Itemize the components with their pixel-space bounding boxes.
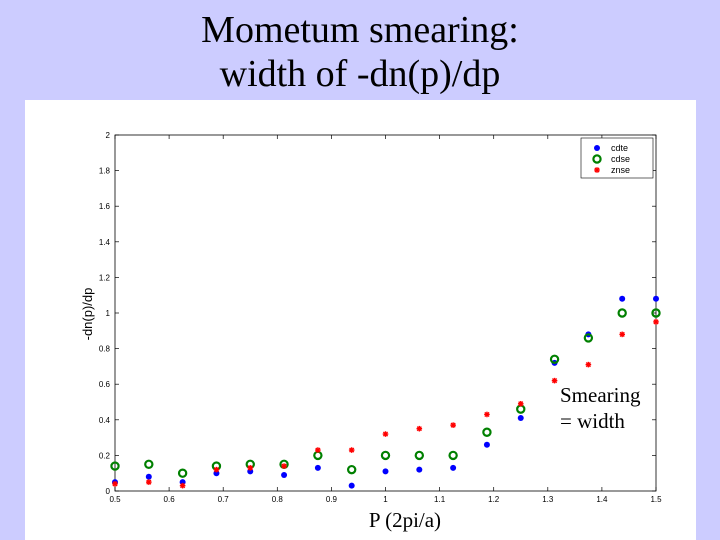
- smearing-annotation: Smearing = width: [560, 382, 660, 434]
- cdte-point: [145, 473, 152, 480]
- x-tick-label: 1.5: [650, 495, 662, 504]
- x-tick-label: 0.6: [164, 495, 176, 504]
- legend-marker-cdse: [592, 154, 602, 164]
- cdse-point: [482, 427, 492, 437]
- y-tick-label: 1.4: [99, 238, 111, 247]
- cdte-point: [653, 295, 659, 302]
- cdte-point: [619, 295, 626, 302]
- znse-point: [585, 361, 592, 368]
- cdte-point: [382, 468, 389, 475]
- slide-title-line-1: Mometum smearing:: [201, 9, 519, 51]
- znse-point: [281, 463, 287, 469]
- znse-point: [517, 400, 524, 407]
- legend-label-znse: znse: [611, 165, 630, 175]
- znse-point: [179, 482, 186, 489]
- cdse-point: [414, 450, 425, 461]
- y-axis-label: -dn(p)/dp: [80, 288, 95, 341]
- cdte-point: [348, 482, 355, 489]
- figure-panel: 0.5 0.6 0.7 0.8 0.9 1 1.1 1.2 1.3 1.4 1.5 0 0.2 0.4 0.…: [25, 100, 696, 540]
- cdte-point: [517, 415, 524, 422]
- znse-point: [146, 479, 152, 485]
- znse-point: [484, 411, 490, 418]
- x-tick-label: 1.4: [596, 495, 608, 504]
- y-tick-label: 1: [106, 309, 111, 318]
- znse-point: [619, 331, 625, 338]
- znse-point: [247, 465, 254, 471]
- y-tick-label: 0: [106, 487, 111, 496]
- znse-point: [450, 422, 456, 428]
- y-tick-label: 1.2: [99, 273, 111, 282]
- znse-point: [382, 431, 389, 437]
- y-tick-label: 0.2: [99, 451, 111, 460]
- cdse-point: [583, 333, 594, 343]
- cdse-point: [346, 464, 357, 475]
- cdse-point: [144, 459, 154, 469]
- cdte-point: [281, 471, 288, 478]
- annotation-line-2: = width: [560, 409, 625, 433]
- slide-title: Mometum smearing: width of -dn(p)/dp: [0, 8, 720, 96]
- cdse-point: [110, 461, 120, 471]
- y-tick-label: 1.6: [99, 202, 111, 211]
- cdse-point: [380, 450, 391, 461]
- cdse-point: [177, 468, 188, 478]
- x-axis-label: P (2pi/a): [368, 508, 442, 532]
- legend-marker-znse: [594, 167, 600, 173]
- legend-label-cdte: cdte: [611, 143, 628, 153]
- y-tick-label: 0.6: [99, 380, 111, 389]
- x-tick-label: 0.7: [218, 495, 230, 504]
- znse-point: [551, 377, 558, 384]
- cdse-point: [516, 404, 526, 414]
- plot-frame: [114, 134, 657, 492]
- cdte-point: [416, 466, 423, 473]
- x-tick-label: 1.2: [488, 495, 500, 504]
- znse-point: [653, 319, 659, 325]
- axes-layer: [114, 134, 657, 492]
- ticks-layer: 0.5 0.6 0.7 0.8 0.9 1 1.1 1.2 1.3 1.4 1.5 0 0.2 0.4 0.…: [99, 131, 662, 504]
- y-tick-label: 2: [106, 131, 111, 140]
- cdse-point: [549, 354, 560, 364]
- legend-marker-cdte: [594, 145, 600, 151]
- marks-layer: [110, 295, 661, 489]
- slide-title-line-2: width of -dn(p)/dp: [219, 53, 501, 95]
- x-tick-label: 1.3: [542, 495, 554, 504]
- annotation-line-1: Smearing: [560, 383, 641, 407]
- y-tick-label: 1.8: [99, 167, 111, 176]
- x-tick-label: 1: [383, 495, 388, 504]
- cdse-point: [617, 308, 627, 318]
- scatter-chart: 0.5 0.6 0.7 0.8 0.9 1 1.1 1.2 1.3 1.4 1.5 0 0.2 0.4 0.…: [80, 131, 662, 504]
- x-tick-label: 0.8: [272, 495, 284, 504]
- legend-label-cdse: cdse: [611, 154, 630, 164]
- y-tick-label: 0.4: [99, 416, 111, 425]
- x-tick-label: 1.1: [434, 495, 446, 504]
- cdse-point: [313, 450, 323, 461]
- cdte-point: [314, 464, 321, 471]
- znse-point: [315, 447, 321, 453]
- znse-point: [213, 466, 220, 473]
- znse-point: [416, 425, 423, 432]
- znse-point: [348, 447, 355, 453]
- cdse-point: [651, 308, 661, 318]
- cdte-point: [450, 464, 457, 471]
- znse-point: [112, 481, 118, 487]
- cdse-point: [448, 450, 458, 461]
- x-tick-label: 0.5: [109, 495, 121, 504]
- y-tick-label: 0.8: [99, 345, 111, 354]
- x-tick-label: 0.9: [326, 495, 338, 504]
- cdte-point: [483, 441, 490, 448]
